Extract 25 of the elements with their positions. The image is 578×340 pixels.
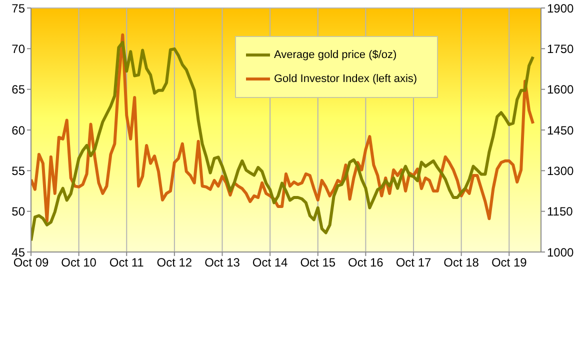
y2-tick-label: 1150 xyxy=(547,204,574,219)
y-tick-label: 75 xyxy=(12,1,26,16)
x-tick-label: Oct 15 xyxy=(300,256,336,270)
y-tick-label: 50 xyxy=(12,204,26,219)
x-tick-label: Oct 19 xyxy=(491,256,528,270)
x-tick-label: Oct 18 xyxy=(444,256,480,270)
x-tick-label: Oct 13 xyxy=(204,256,240,270)
y-tick-label: 65 xyxy=(12,82,26,97)
y2-tick-label: 1900 xyxy=(547,1,574,16)
x-tick-label: Oct 10 xyxy=(61,256,97,270)
x-tick-label: Oct 17 xyxy=(396,256,432,270)
y2-tick-label: 1750 xyxy=(547,42,574,56)
y2-tick-label: 1600 xyxy=(547,82,574,97)
y-tick-label: 55 xyxy=(12,164,26,178)
y2-tick-label: 1300 xyxy=(547,164,574,178)
legend-label: Average gold price ($/oz) xyxy=(274,48,397,61)
legend-label: Gold Investor Index (left axis) xyxy=(274,72,418,85)
x-tick-label: Oct 12 xyxy=(156,256,192,270)
x-tick-label: Oct 14 xyxy=(252,256,288,270)
y-tick-label: 60 xyxy=(12,123,26,138)
y2-tick-label: 1000 xyxy=(547,245,574,260)
x-tick-label: Oct 16 xyxy=(348,256,384,270)
x-tick-label: Oct 11 xyxy=(109,256,144,270)
y-tick-label: 70 xyxy=(12,42,26,56)
y2-tick-label: 1450 xyxy=(547,123,574,138)
